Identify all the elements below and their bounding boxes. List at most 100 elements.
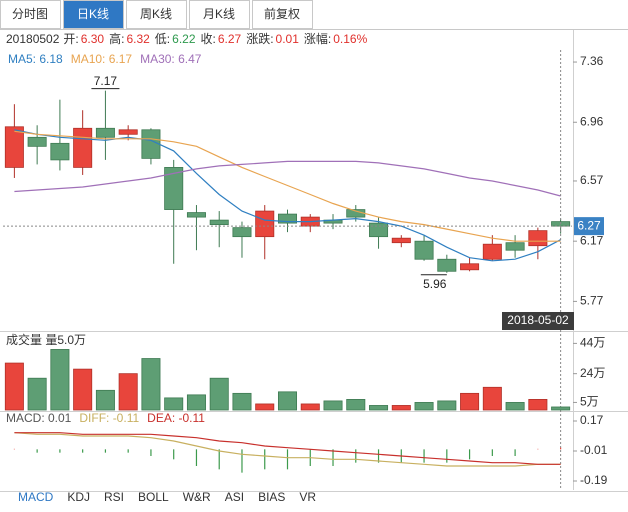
- price-label: 6.27: [577, 218, 601, 232]
- quote-text: 涨幅:: [304, 31, 331, 46]
- volume-bar: [369, 405, 389, 411]
- tab[interactable]: [189, 0, 250, 29]
- tab-label[interactable]: 日K线: [77, 7, 109, 21]
- candle-body: [209, 219, 229, 226]
- y-tick-label: 6.57: [580, 173, 604, 187]
- quote-text: 6.32: [126, 32, 150, 46]
- line-series: [14, 130, 561, 242]
- candle-body: [118, 129, 138, 135]
- indicator-tab[interactable]: BIAS: [258, 490, 285, 504]
- volume-bar: [50, 349, 70, 411]
- tab-label[interactable]: 分时图: [12, 7, 48, 21]
- tab[interactable]: [0, 0, 61, 29]
- indicator-tab[interactable]: RSI: [104, 490, 124, 504]
- candle-body: [414, 240, 434, 260]
- candle-body: [4, 126, 24, 168]
- candle-body: [186, 212, 206, 218]
- volume-bar: [460, 392, 480, 411]
- volume-bar: [505, 402, 525, 411]
- line-series: [14, 432, 561, 465]
- tab[interactable]: [63, 0, 124, 29]
- quote-text: 低:: [155, 32, 170, 46]
- tab[interactable]: [252, 0, 313, 29]
- quote-text: 高:: [109, 31, 124, 46]
- candle-body: [255, 210, 275, 238]
- quote-text: 涨跌:: [246, 31, 273, 46]
- high-label: 7.17: [94, 74, 118, 88]
- indicator-tab[interactable]: W&R: [183, 490, 211, 504]
- quote-text: 开:: [63, 32, 78, 46]
- candle-body: [437, 258, 457, 272]
- candle-body: [27, 136, 47, 147]
- panel-title: 成交量 量5.0万: [6, 332, 86, 347]
- indicator-tab[interactable]: BOLL: [138, 490, 169, 504]
- volume-bar: [277, 391, 298, 411]
- tab[interactable]: [126, 0, 187, 29]
- tab-label[interactable]: 周K线: [140, 7, 172, 21]
- date-box: [502, 312, 574, 330]
- volume-bar: [323, 400, 343, 411]
- candle-body: [505, 242, 525, 251]
- volume-bar: [186, 394, 206, 411]
- volume-bar: [414, 402, 434, 411]
- volume-bar: [300, 403, 320, 411]
- y-tick-label: 5.77: [580, 294, 604, 308]
- volume-bar: [391, 405, 411, 411]
- candle-body: [232, 227, 252, 238]
- volume-bar: [73, 368, 93, 411]
- volume-bar: [437, 400, 457, 411]
- volume-bar: [255, 403, 275, 411]
- candle-body: [369, 222, 389, 238]
- quote-text: 6.22: [172, 32, 196, 46]
- candle-body: [164, 167, 184, 210]
- volume-bar: [232, 392, 252, 411]
- indicator-tab[interactable]: KDJ: [67, 490, 90, 504]
- candle-body: [141, 129, 161, 159]
- line-series: [14, 432, 561, 467]
- volume-bar: [551, 406, 571, 411]
- y-tick-label: 6.17: [580, 233, 604, 247]
- tab-label[interactable]: 前复权: [264, 6, 300, 21]
- volume-bar: [4, 362, 24, 411]
- y-tick-label: 5万: [580, 395, 599, 409]
- candle-body: [528, 230, 548, 247]
- volume-bar: [528, 399, 548, 411]
- volume-bar: [141, 358, 161, 411]
- quote-text: 0.16%: [333, 32, 367, 46]
- indicator-tab[interactable]: ASI: [225, 490, 244, 504]
- volume-bar: [209, 377, 229, 411]
- y-tick-label: 7.36: [580, 54, 604, 68]
- y-tick-label: 6.96: [580, 114, 604, 128]
- legend-entry: MACD: 0.01: [6, 411, 72, 425]
- volume-bar: [95, 389, 115, 411]
- volume-bar: [482, 386, 502, 411]
- indicator-tab[interactable]: VR: [299, 490, 316, 504]
- candle-body: [391, 237, 411, 244]
- quote-text: 6.27: [218, 32, 242, 46]
- volume-bar: [346, 399, 366, 411]
- legend-entry: MA30: 6.47: [140, 52, 202, 66]
- quote-text: 收:: [201, 32, 216, 46]
- legend-entry: DIFF: -0.11: [79, 411, 139, 425]
- y-tick-label: 44万: [580, 336, 605, 350]
- y-tick-label: 24万: [580, 366, 605, 380]
- volume-bar: [118, 373, 138, 411]
- legend-entry: DEA: -0.11: [147, 411, 205, 425]
- tab-label[interactable]: 月K线: [203, 7, 235, 21]
- candle-body: [73, 127, 93, 168]
- y-tick-label: 0.17: [580, 413, 604, 427]
- y-tick-label: -0.19: [580, 473, 608, 487]
- date-label: 2018-05-02: [507, 313, 569, 327]
- indicator-tab[interactable]: MACD: [18, 490, 54, 504]
- candle-body: [277, 213, 298, 224]
- quote-text: 20180502: [6, 32, 60, 46]
- legend-entry: MA10: 6.17: [71, 52, 133, 66]
- volume-bar: [164, 397, 184, 411]
- price-box: [574, 217, 604, 236]
- low-label: 5.96: [423, 277, 447, 291]
- candle-body: [482, 243, 502, 260]
- volume-bar: [27, 377, 47, 411]
- line-series: [14, 160, 561, 197]
